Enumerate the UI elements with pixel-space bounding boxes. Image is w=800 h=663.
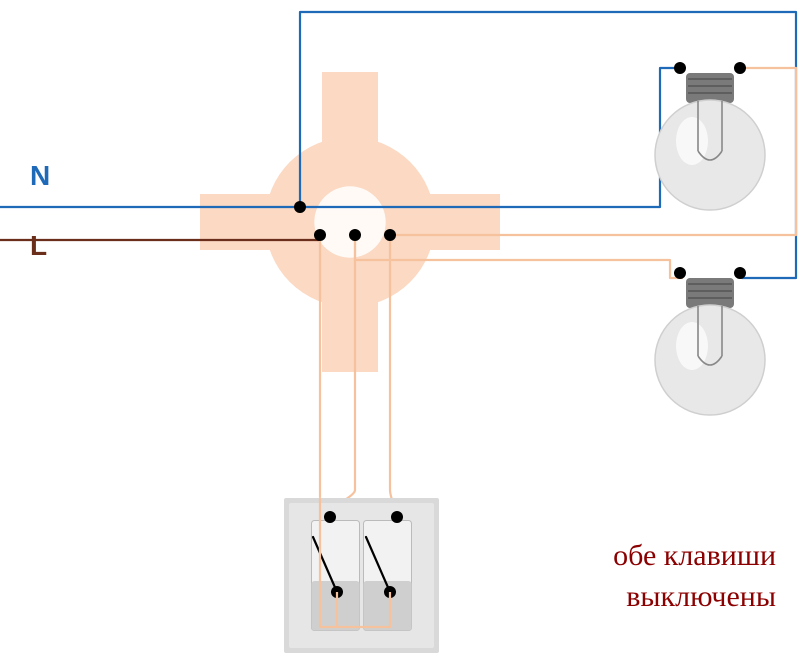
bulb-1	[655, 62, 765, 210]
diagram-svg	[0, 0, 800, 663]
bulb-2	[655, 267, 765, 415]
diagram-canvas: N L обе клавиши выключены	[0, 0, 800, 663]
double-rocker-switch	[284, 498, 439, 653]
junction-box	[200, 72, 500, 372]
